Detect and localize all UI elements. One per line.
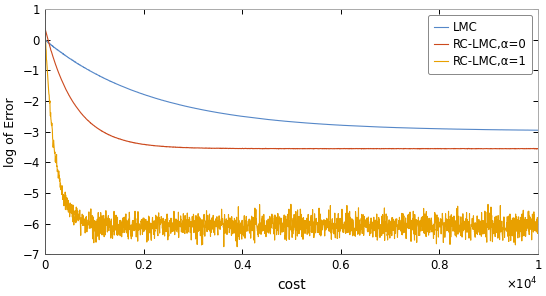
LMC [520,128,527,132]
LMC [67,57,73,61]
LMC [269,118,275,122]
RC-LMC,α=1 [521,223,527,227]
RC-LMC,α=0 [281,147,288,150]
RC-LMC,α=1 [41,27,48,31]
RC-LMC,α=0 [67,96,73,99]
Line: RC-LMC,α=0: RC-LMC,α=0 [45,28,538,149]
RC-LMC,α=0 [521,147,527,150]
RC-LMC,α=0 [400,147,407,151]
RC-LMC,α=1 [430,237,437,240]
RC-LMC,α=0 [430,147,437,150]
RC-LMC,α=1 [234,245,240,249]
Y-axis label: log of Error: log of Error [4,97,17,167]
LMC [520,128,527,132]
Text: $\times10^4$: $\times10^4$ [506,275,538,292]
LMC [430,127,436,131]
RC-LMC,α=0 [520,147,527,150]
LMC [535,128,542,132]
RC-LMC,α=0 [535,147,542,150]
RC-LMC,α=1 [282,238,288,241]
X-axis label: cost: cost [277,278,306,292]
RC-LMC,α=1 [67,201,73,205]
LMC [281,119,288,123]
LMC [41,38,48,41]
RC-LMC,α=0 [269,147,275,150]
Line: LMC: LMC [45,40,538,130]
RC-LMC,α=1 [269,212,275,216]
RC-LMC,α=1 [535,231,542,235]
RC-LMC,α=1 [520,218,527,222]
Line: RC-LMC,α=1: RC-LMC,α=1 [45,29,538,247]
RC-LMC,α=0 [41,26,48,30]
Legend: LMC, RC-LMC,α=0, RC-LMC,α=1: LMC, RC-LMC,α=0, RC-LMC,α=1 [428,15,532,74]
